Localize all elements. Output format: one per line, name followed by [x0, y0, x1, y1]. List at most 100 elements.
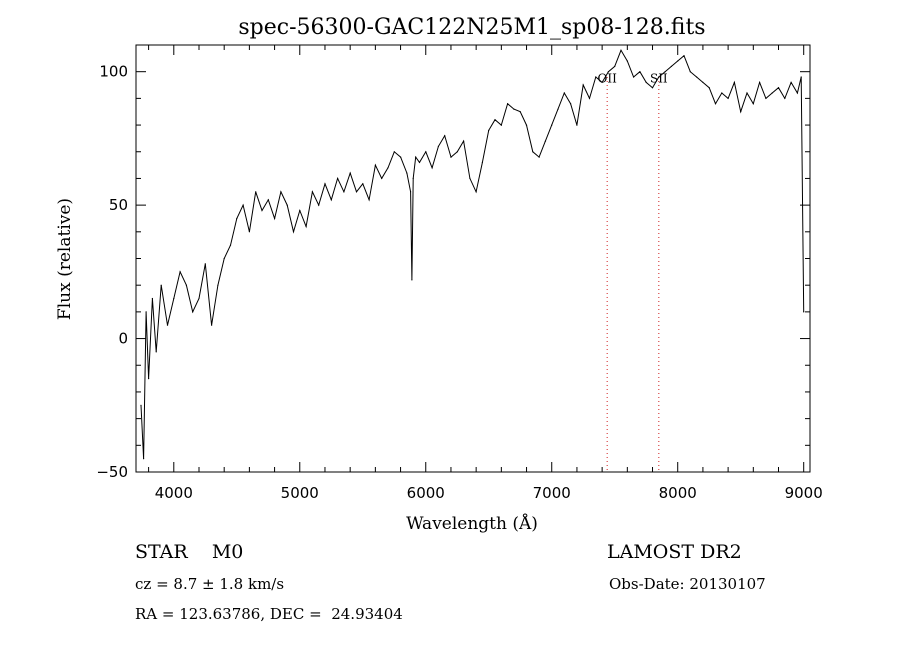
spectrum-point [166, 324, 169, 326]
x-tick-label: 8000 [659, 484, 697, 502]
spectrum-point [267, 199, 269, 201]
spectrum-point [714, 103, 717, 105]
spectrum-point [639, 71, 641, 73]
spectrum-point [160, 284, 162, 286]
spectrum-point [658, 76, 660, 78]
spectrum-point [601, 81, 603, 83]
spectrum-point [790, 81, 792, 83]
spectrum-point [765, 97, 767, 99]
spectrum-point [683, 55, 685, 57]
spectrum-point [727, 97, 729, 99]
spectrum-point [248, 231, 250, 233]
spectrum-line [140, 49, 805, 459]
spectrum-point [481, 161, 483, 163]
spectrum-point [343, 191, 345, 193]
spectrum-point [406, 172, 408, 174]
y-tick-label: 50 [109, 196, 128, 214]
spectrum-point [229, 244, 232, 246]
y-tick-label: −50 [96, 463, 128, 481]
x-tick-label: 7000 [533, 484, 571, 502]
spectrum-point [143, 458, 145, 460]
x-tick-label: 5000 [281, 484, 319, 502]
spectrum-point [337, 177, 339, 179]
spectrum-point [494, 119, 496, 121]
spectrum-point [305, 225, 307, 228]
plot-border [135, 44, 811, 473]
spectrum-point [759, 81, 761, 83]
spectrum-point [544, 140, 547, 142]
spectrum-point [318, 204, 320, 206]
spectrum-point [500, 124, 502, 126]
spectrum-point [513, 108, 515, 110]
spectrum-point [387, 167, 389, 169]
class-label: STAR M0 [135, 541, 244, 563]
x-tick-label: 6000 [407, 484, 445, 502]
chart-title: spec-56300-GAC122N25M1_sp08-128.fits [238, 15, 705, 40]
spectrum-point [475, 191, 477, 193]
spectrum-point [771, 92, 773, 94]
spectrum-point [355, 191, 358, 193]
spectrum-point [595, 76, 597, 78]
x-tick-label: 9000 [785, 484, 823, 502]
spectrum-point [349, 172, 351, 174]
spectrum-point [803, 311, 805, 313]
x-axis-label: Wavelength (Å) [406, 513, 538, 534]
x-tick-label: 4000 [155, 484, 193, 502]
spectrum-point [362, 183, 364, 185]
spectrum-point [645, 81, 647, 83]
spectrum-point [588, 97, 591, 99]
spectrum-point [570, 103, 572, 105]
spectrum-point [488, 129, 490, 131]
spectrum-point [274, 217, 276, 220]
spectrum-point [563, 92, 565, 94]
spectrum-point [324, 183, 326, 185]
spectrum-point [140, 404, 142, 406]
spectrum-point [223, 257, 225, 260]
spectrum-point [796, 92, 799, 94]
spectrum-point [620, 49, 622, 51]
spectrum-point [381, 177, 383, 179]
spectrum-point [286, 204, 288, 206]
spectrum-point [155, 351, 157, 353]
spectrum-point [173, 297, 175, 300]
spectrum-point [456, 151, 458, 153]
spectrum-point [410, 191, 412, 193]
spectrum-point [145, 311, 147, 313]
spectrum-point [292, 231, 295, 233]
spectrum-point [614, 65, 616, 67]
spectrum-point [400, 156, 402, 158]
spectrum-point [626, 60, 628, 62]
spectrum-point [185, 284, 187, 286]
spectrum-point [444, 135, 446, 137]
spectrum-point [179, 271, 181, 273]
spectrum-point [412, 177, 414, 179]
spectrum-point [651, 87, 654, 89]
spectrum-point [507, 103, 509, 105]
spectrum-point [664, 71, 666, 73]
spectrum-point [740, 111, 742, 113]
spectrum-point [576, 124, 578, 126]
spectrum-point [677, 60, 679, 62]
spectrum-point [721, 92, 723, 94]
spectrum-point [374, 164, 376, 166]
spectrum-point [746, 92, 748, 94]
spectrum-point [431, 167, 433, 169]
spectrum-point [393, 151, 395, 153]
spectrum-point [437, 145, 439, 147]
spectrum-point [450, 156, 452, 158]
plot-frame [135, 44, 811, 473]
y-tick-label: 100 [99, 63, 128, 81]
spectrum-point [236, 217, 238, 220]
spectrum-point [538, 156, 540, 158]
spectrum-point [418, 161, 421, 163]
spectrum-point [415, 156, 417, 158]
spectrum-point [311, 191, 313, 193]
spectrum-point [255, 191, 257, 193]
spectrum-point [689, 71, 691, 73]
spectrum-point [582, 84, 584, 86]
line-marker-label: SII [650, 71, 668, 85]
line-markers: OII SII [598, 71, 668, 472]
spectrum-point [708, 87, 710, 89]
y-axis-label: Flux (relative) [55, 198, 75, 320]
